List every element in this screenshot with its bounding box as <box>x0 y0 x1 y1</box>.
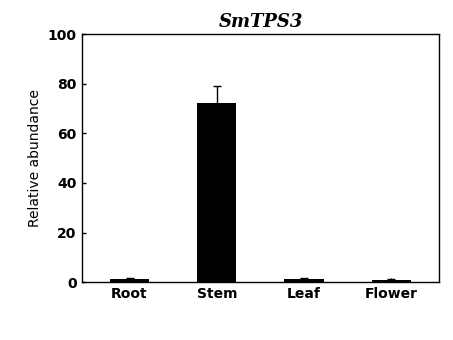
Bar <box>372 280 411 282</box>
Bar <box>284 279 324 282</box>
Bar <box>197 103 236 282</box>
Bar <box>110 279 149 282</box>
Y-axis label: Relative abundance: Relative abundance <box>28 89 42 227</box>
Title: SmTPS3: SmTPS3 <box>218 13 303 31</box>
